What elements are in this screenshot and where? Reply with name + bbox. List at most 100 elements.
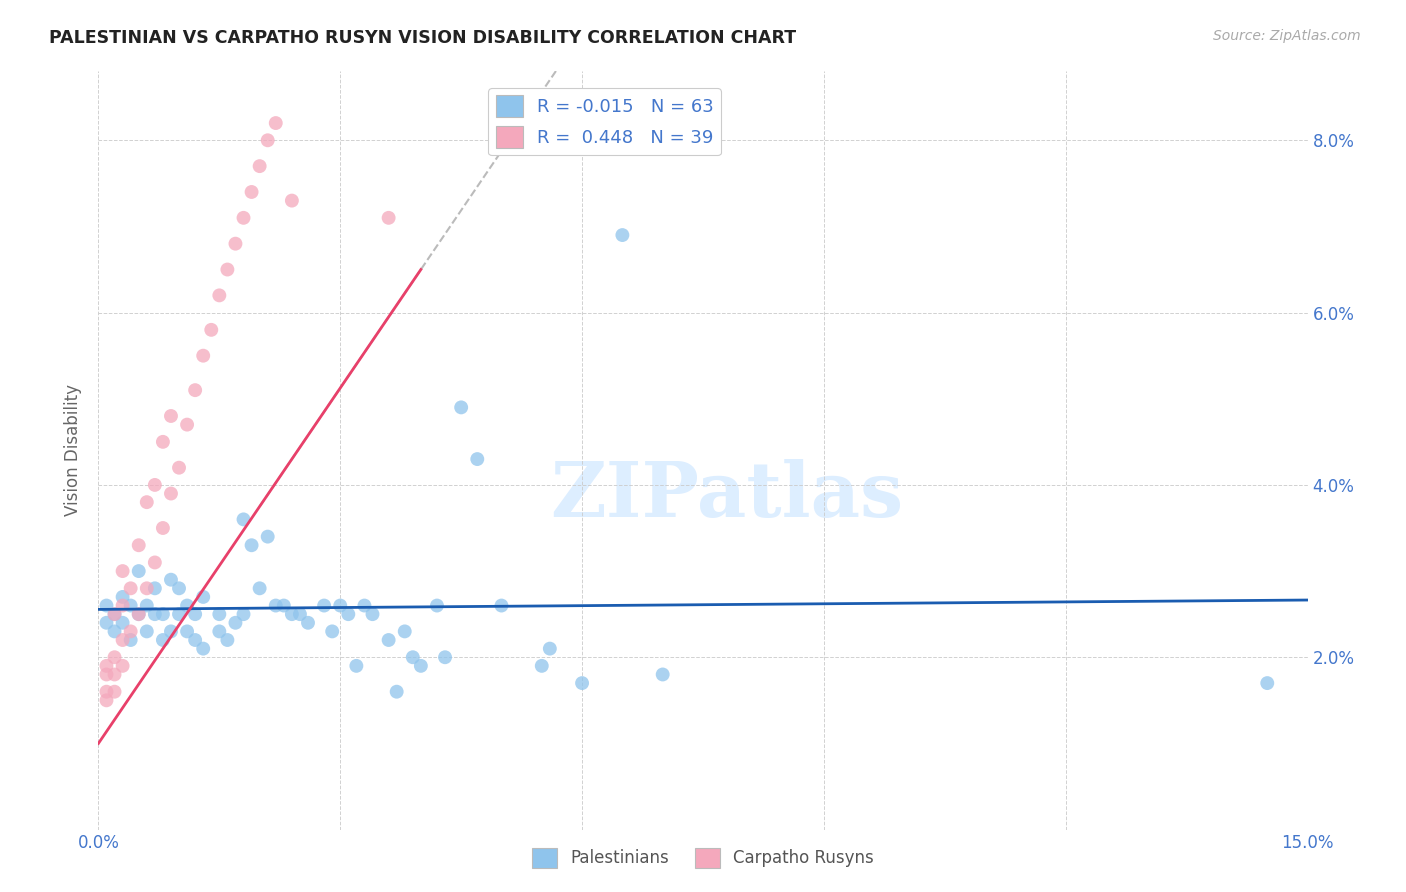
Point (264, 116, 287, 130)
Point (361, 607, 384, 622)
Point (184, 633, 207, 648)
Point (217, 262, 239, 277)
Point (256, 530, 278, 544)
Point (103, 607, 125, 622)
Point (249, 582, 271, 596)
Point (111, 658, 134, 673)
Point (409, 658, 432, 673)
Point (111, 599, 134, 613)
Text: ZIPatlas: ZIPatlas (551, 459, 904, 533)
Point (193, 641, 215, 656)
Point (224, 236, 246, 251)
Legend: R = -0.015   N = 63, R =  0.448   N = 39: R = -0.015 N = 63, R = 0.448 N = 39 (488, 88, 721, 155)
Point (111, 564, 134, 578)
Point (208, 624, 231, 639)
Point (128, 607, 150, 622)
Point (337, 607, 360, 622)
Point (96, 667, 118, 681)
Point (232, 211, 254, 225)
Point (434, 650, 457, 665)
Point (353, 599, 375, 613)
Point (96, 684, 118, 698)
Point (377, 211, 399, 225)
Point (96, 693, 118, 707)
Point (120, 582, 142, 596)
Point (111, 615, 134, 630)
Y-axis label: Vision Disability: Vision Disability (65, 384, 83, 516)
Point (176, 624, 198, 639)
Point (128, 564, 150, 578)
Point (103, 684, 125, 698)
Point (167, 607, 190, 622)
Point (402, 650, 425, 665)
Point (297, 615, 319, 630)
Point (160, 624, 183, 639)
Point (143, 607, 166, 622)
Point (538, 641, 561, 656)
Point (135, 495, 157, 509)
Point (184, 383, 207, 397)
Point (329, 599, 352, 613)
Point (426, 599, 449, 613)
Point (394, 624, 416, 639)
Point (160, 573, 183, 587)
Point (314, 599, 336, 613)
Point (217, 633, 239, 648)
Point (160, 409, 183, 423)
Point (160, 486, 183, 500)
Point (152, 434, 174, 449)
Text: Source: ZipAtlas.com: Source: ZipAtlas.com (1213, 29, 1361, 43)
Point (224, 615, 246, 630)
Point (111, 590, 134, 604)
Point (450, 401, 472, 415)
Point (208, 607, 231, 622)
Point (1256, 676, 1278, 690)
Point (103, 650, 125, 665)
Point (256, 133, 278, 147)
Point (193, 590, 215, 604)
Point (612, 228, 634, 243)
Point (651, 667, 673, 681)
Point (152, 607, 174, 622)
Point (143, 556, 166, 570)
Point (143, 582, 166, 596)
Legend: Palestinians, Carpatho Rusyns: Palestinians, Carpatho Rusyns (526, 841, 880, 875)
Point (344, 658, 367, 673)
Point (288, 607, 311, 622)
Point (571, 676, 593, 690)
Point (530, 658, 553, 673)
Point (167, 460, 190, 475)
Point (491, 599, 513, 613)
Point (152, 521, 174, 535)
Point (135, 624, 157, 639)
Point (193, 349, 215, 363)
Point (128, 538, 150, 552)
Point (120, 599, 142, 613)
Point (143, 478, 166, 492)
Text: PALESTINIAN VS CARPATHO RUSYN VISION DISABILITY CORRELATION CHART: PALESTINIAN VS CARPATHO RUSYN VISION DIS… (49, 29, 796, 46)
Point (208, 288, 231, 302)
Point (96, 658, 118, 673)
Point (167, 582, 190, 596)
Point (264, 599, 287, 613)
Point (232, 512, 254, 526)
Point (281, 194, 304, 208)
Point (103, 607, 125, 622)
Point (120, 624, 142, 639)
Point (103, 667, 125, 681)
Point (249, 159, 271, 173)
Point (111, 633, 134, 648)
Point (281, 607, 304, 622)
Point (240, 538, 263, 552)
Point (96, 599, 118, 613)
Point (128, 607, 150, 622)
Point (96, 615, 118, 630)
Point (135, 582, 157, 596)
Point (120, 633, 142, 648)
Point (103, 624, 125, 639)
Point (232, 607, 254, 622)
Point (135, 599, 157, 613)
Point (377, 633, 399, 648)
Point (152, 633, 174, 648)
Point (385, 684, 408, 698)
